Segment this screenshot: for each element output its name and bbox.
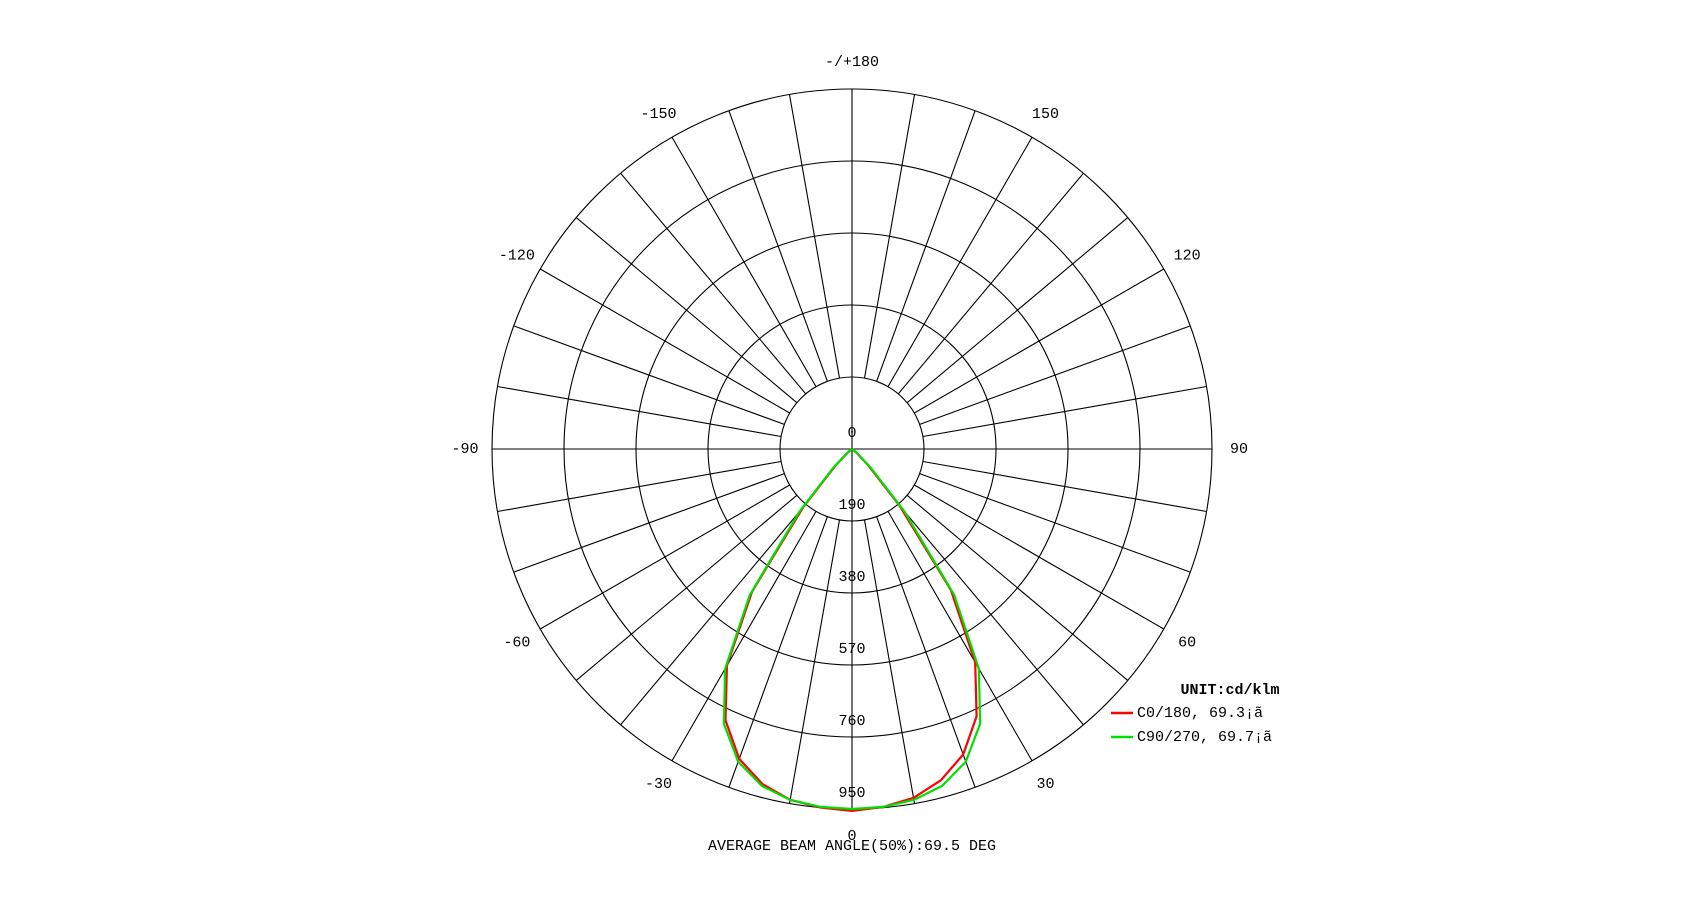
spoke — [671, 136, 817, 387]
spoke — [906, 494, 1129, 681]
spoke — [919, 473, 1191, 573]
theta-tick-label: -90 — [451, 441, 478, 458]
spoke — [788, 94, 841, 379]
spoke — [863, 519, 916, 804]
curve — [722, 448, 982, 811]
spoke — [922, 460, 1207, 513]
spoke — [539, 484, 790, 630]
spoke — [671, 511, 817, 762]
spoke — [539, 268, 790, 414]
theta-tick-label: -150 — [640, 106, 676, 123]
spoke — [497, 460, 782, 513]
spoke — [887, 511, 1033, 762]
spoke — [620, 172, 807, 395]
theta-tick-label: 30 — [1036, 776, 1054, 793]
spoke — [497, 385, 782, 438]
spoke — [728, 110, 828, 382]
spoke — [897, 503, 1084, 726]
theta-tick-label: -120 — [499, 247, 535, 264]
spoke — [914, 268, 1165, 414]
spoke — [620, 503, 807, 726]
theta-tick-label: -/+180 — [825, 54, 879, 71]
theta-tick-label: -30 — [645, 776, 672, 793]
spoke — [575, 217, 798, 404]
unit-label: UNIT:cd/klm — [1180, 682, 1279, 699]
theta-tick-label: 90 — [1230, 441, 1248, 458]
spoke — [863, 94, 916, 379]
theta-tick-label: 60 — [1178, 634, 1196, 651]
spoke — [513, 325, 785, 425]
spoke — [876, 516, 976, 788]
spoke — [906, 217, 1129, 404]
theta-tick-label: 120 — [1174, 247, 1201, 264]
spoke — [914, 484, 1165, 630]
theta-tick-label: -60 — [503, 634, 530, 651]
spoke — [575, 494, 798, 681]
spoke — [919, 325, 1191, 425]
spoke — [728, 516, 828, 788]
theta-tick-label: 150 — [1032, 106, 1059, 123]
spoke — [788, 519, 841, 804]
spoke — [876, 110, 976, 382]
spoke — [897, 172, 1084, 395]
legend-label: C90/270, 69.7¡ã — [1137, 729, 1272, 746]
legend-label: C0/180, 69.3¡ã — [1137, 705, 1263, 722]
spoke — [513, 473, 785, 573]
spoke — [887, 136, 1033, 387]
spoke — [922, 385, 1207, 438]
theta-tick-label: 0 — [847, 828, 856, 845]
footer: AVERAGE BEAM ANGLE(50%):69.5 DEG — [708, 838, 996, 855]
